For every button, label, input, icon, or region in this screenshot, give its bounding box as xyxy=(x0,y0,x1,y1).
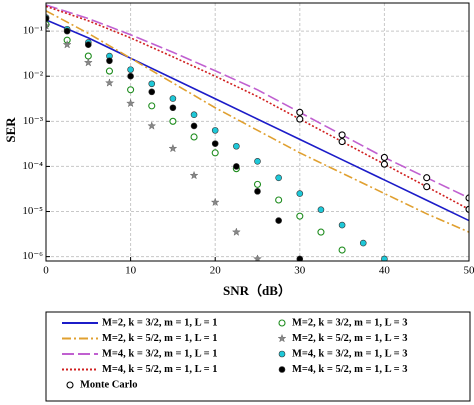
x-tick-label: 50 xyxy=(464,265,474,277)
marker xyxy=(147,121,157,130)
legend-label: M=2, k = 3/2, m = 1, L = 1 xyxy=(102,317,218,328)
marker xyxy=(338,131,346,139)
marker xyxy=(317,206,325,213)
marker xyxy=(85,41,92,48)
marker xyxy=(46,15,50,22)
x-axis-label: SNR（dB） xyxy=(223,283,291,298)
marker xyxy=(189,170,199,180)
marker xyxy=(296,255,304,261)
y-tick-label: 10⁻⁶ xyxy=(22,250,43,262)
marker xyxy=(126,98,135,108)
marker xyxy=(253,180,262,188)
marker xyxy=(233,142,240,150)
marker xyxy=(148,80,156,88)
marker xyxy=(254,157,261,165)
marker xyxy=(275,174,282,182)
legend-label: M=4, k = 5/2, m = 1, L = 1 xyxy=(102,364,218,375)
marker xyxy=(106,57,113,65)
y-tick-label: 10⁻⁵ xyxy=(22,205,43,217)
marker xyxy=(127,86,135,94)
legend-box xyxy=(45,311,471,402)
marker xyxy=(63,27,71,35)
marker xyxy=(275,217,282,224)
marker xyxy=(211,127,219,134)
marker xyxy=(380,160,388,168)
marker xyxy=(233,163,240,170)
y-axis-label: SER xyxy=(3,117,18,143)
legend-label: M=4, k = 3/2, m = 1, L = 1 xyxy=(102,348,218,359)
marker xyxy=(105,67,113,75)
y-tick-label: 10⁻⁴ xyxy=(22,160,43,172)
legend-swatch xyxy=(278,350,286,358)
marker xyxy=(254,188,261,195)
marker xyxy=(231,227,241,236)
plot-area xyxy=(46,3,469,261)
legend-swatch xyxy=(278,366,286,373)
legend-label: M=2, k = 5/2, m = 1, L = 1 xyxy=(102,333,218,344)
series-line xyxy=(46,10,469,233)
marker xyxy=(148,102,156,110)
x-tick-label: 10 xyxy=(125,265,137,277)
marker xyxy=(296,108,304,116)
marker xyxy=(423,174,431,182)
marker xyxy=(190,133,198,141)
legend-label: M=4, k = 3/2, m = 1, L = 3 xyxy=(292,348,408,359)
marker xyxy=(190,111,198,119)
marker xyxy=(381,255,388,261)
y-tick-label: 10⁻² xyxy=(23,70,44,82)
legend-swatch xyxy=(66,381,74,389)
marker xyxy=(423,183,431,191)
marker xyxy=(359,239,367,247)
marker xyxy=(317,228,325,236)
marker xyxy=(275,196,283,204)
marker xyxy=(46,21,51,30)
marker xyxy=(338,221,346,229)
plot-frame xyxy=(45,2,470,262)
legend-swatch xyxy=(278,319,286,327)
x-tick-label: 30 xyxy=(294,265,306,277)
marker xyxy=(127,66,134,73)
marker xyxy=(169,104,177,112)
x-tick-label: 0 xyxy=(43,265,49,277)
series-layer xyxy=(46,4,469,261)
marker xyxy=(169,117,177,125)
marker xyxy=(296,115,304,123)
legend-swatch xyxy=(277,333,287,343)
marker xyxy=(465,205,469,213)
marker xyxy=(465,194,469,202)
marker xyxy=(190,122,198,130)
marker xyxy=(338,138,346,146)
marker xyxy=(148,88,156,96)
x-tick-label: 20 xyxy=(210,265,222,277)
x-tick-label: 40 xyxy=(379,265,391,277)
marker xyxy=(380,153,388,162)
marker xyxy=(105,78,114,87)
marker xyxy=(296,212,304,220)
marker xyxy=(210,197,220,207)
legend-label: M=4, k = 5/2, m = 1, L = 3 xyxy=(292,364,408,375)
series-line xyxy=(46,4,469,199)
series-line xyxy=(46,5,469,211)
y-tick-label: 10⁻³ xyxy=(23,115,44,127)
marker xyxy=(169,95,177,102)
marker xyxy=(83,58,93,67)
marker xyxy=(211,149,219,157)
marker xyxy=(338,246,346,254)
y-tick-label: 10⁻¹ xyxy=(23,25,43,37)
legend-label: Monte Carlo xyxy=(80,379,137,390)
legend-label: M=2, k = 5/2, m = 1, L = 3 xyxy=(292,333,408,344)
marker xyxy=(211,140,219,147)
marker xyxy=(168,143,178,153)
series-line xyxy=(46,19,469,222)
marker xyxy=(127,72,134,80)
marker xyxy=(62,40,72,49)
marker xyxy=(296,190,304,197)
legend-label: M=2, k = 3/2, m = 1, L = 3 xyxy=(292,317,408,328)
